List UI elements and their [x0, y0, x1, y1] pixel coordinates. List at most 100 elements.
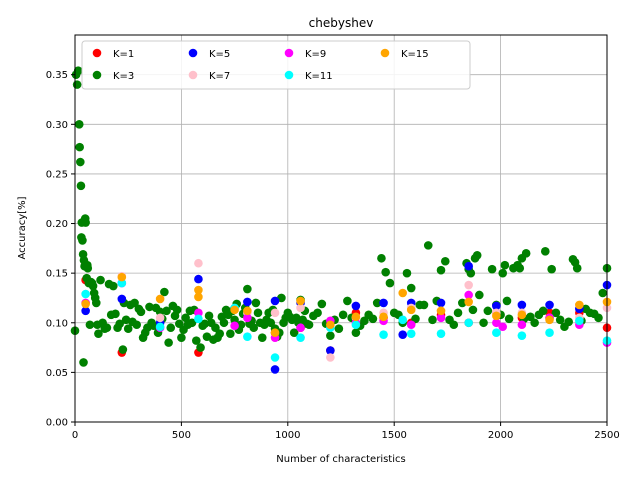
scatter-point	[351, 301, 361, 311]
scatter-point	[526, 312, 535, 322]
scatter-point	[379, 330, 388, 339]
scatter-point	[160, 287, 169, 297]
scatter-point	[94, 329, 103, 338]
scatter-point	[483, 306, 493, 316]
scatter-point	[351, 320, 361, 330]
y-axis-ticks: 0.00 0.05 0.10 0.15 0.20 0.25 0.30 0.35	[46, 70, 75, 429]
x-axis-ticks: 0 500 1000 1500 2000 2500	[72, 422, 620, 441]
scatter-point	[76, 181, 86, 191]
legend-label: K=5	[209, 49, 230, 60]
scatter-point	[436, 298, 446, 308]
scatter-point	[177, 333, 186, 342]
legend-label: K=9	[305, 49, 326, 60]
scatter-point	[296, 333, 305, 342]
scatter-point	[398, 288, 408, 298]
scatter-point	[406, 320, 416, 330]
scatter-point	[372, 298, 382, 308]
scatter-point	[172, 305, 182, 315]
scatter-point	[504, 314, 514, 324]
scatter-point	[196, 343, 205, 352]
scatter-point	[304, 320, 314, 330]
scatter-point	[155, 294, 165, 304]
scatter-point	[266, 318, 276, 328]
scatter-point	[296, 303, 305, 313]
legend-marker	[188, 48, 198, 58]
scatter-point	[243, 306, 252, 316]
scatter-point	[379, 298, 388, 308]
scatter-point	[181, 313, 190, 323]
scatter-point	[464, 280, 473, 290]
scatter-point	[449, 320, 459, 330]
scatter-point	[479, 318, 488, 328]
scatter-point	[436, 306, 446, 316]
scatter-point	[436, 313, 446, 323]
x-tick-label: 2500	[594, 430, 619, 441]
scatter-point	[277, 293, 286, 303]
scatter-point	[313, 308, 322, 318]
legend-label: K=15	[401, 49, 429, 60]
scatter-point	[326, 346, 335, 355]
scatter-point	[326, 320, 335, 330]
scatter-point	[453, 308, 463, 318]
scatter-point	[351, 328, 361, 337]
scatter-point	[379, 312, 388, 322]
scatter-point	[406, 329, 416, 338]
scatter-point	[475, 290, 484, 300]
scatter-point	[296, 296, 305, 306]
scatter-point	[317, 299, 327, 309]
scatter-point	[117, 278, 127, 288]
scatter-point	[194, 258, 203, 268]
series-k-15	[81, 272, 612, 337]
scatter-point	[545, 328, 554, 337]
legend-marker	[284, 48, 294, 58]
scatter-point	[194, 314, 203, 324]
y-tick-label: 0.05	[46, 368, 68, 379]
legend-marker	[92, 48, 102, 58]
scatter-point	[145, 302, 154, 312]
scatter-point	[83, 263, 93, 273]
scatter-point	[88, 281, 98, 291]
scatter-point	[78, 236, 87, 245]
scatter-point	[398, 330, 408, 339]
scatter-point	[466, 268, 476, 278]
scatter-point	[215, 329, 225, 338]
scatter-point	[226, 329, 235, 338]
scatter-point	[464, 261, 473, 271]
scatter-point	[457, 298, 467, 308]
scatter-point	[75, 142, 84, 152]
scatter-point	[270, 365, 280, 374]
scatter-point	[423, 241, 433, 250]
scatter-point	[572, 263, 582, 273]
y-tick-label: 0.15	[46, 269, 68, 280]
scatter-point	[236, 320, 246, 330]
scatter-point	[326, 353, 335, 362]
legend-label: K=7	[209, 71, 230, 82]
scatter-point	[194, 292, 203, 302]
scatter-point	[551, 308, 561, 318]
scatter-point	[243, 332, 252, 341]
scatter-point	[81, 289, 90, 299]
scatter-point	[351, 312, 361, 322]
scatter-point	[492, 328, 501, 337]
scatter-point	[243, 313, 252, 323]
y-tick-label: 0.30	[46, 120, 68, 131]
scatter-point	[343, 296, 352, 306]
scatter-point	[492, 318, 501, 328]
scatter-point	[79, 358, 88, 367]
x-tick-label: 1500	[381, 430, 406, 441]
legend-marker	[380, 48, 390, 58]
scatter-point	[492, 301, 501, 311]
series-k-5	[81, 261, 612, 374]
scatter-point	[498, 268, 508, 278]
y-tick-label: 0.35	[46, 70, 68, 81]
scatter-point	[377, 253, 386, 263]
scatter-point	[81, 299, 90, 309]
scatter-point	[109, 281, 118, 291]
scatter-point	[594, 313, 603, 323]
scatter-point	[296, 323, 305, 333]
scatter-point	[575, 300, 584, 310]
scatter-point	[500, 260, 510, 270]
scatter-point	[464, 318, 473, 328]
scatter-point	[187, 318, 197, 328]
scatter-point	[270, 328, 280, 337]
